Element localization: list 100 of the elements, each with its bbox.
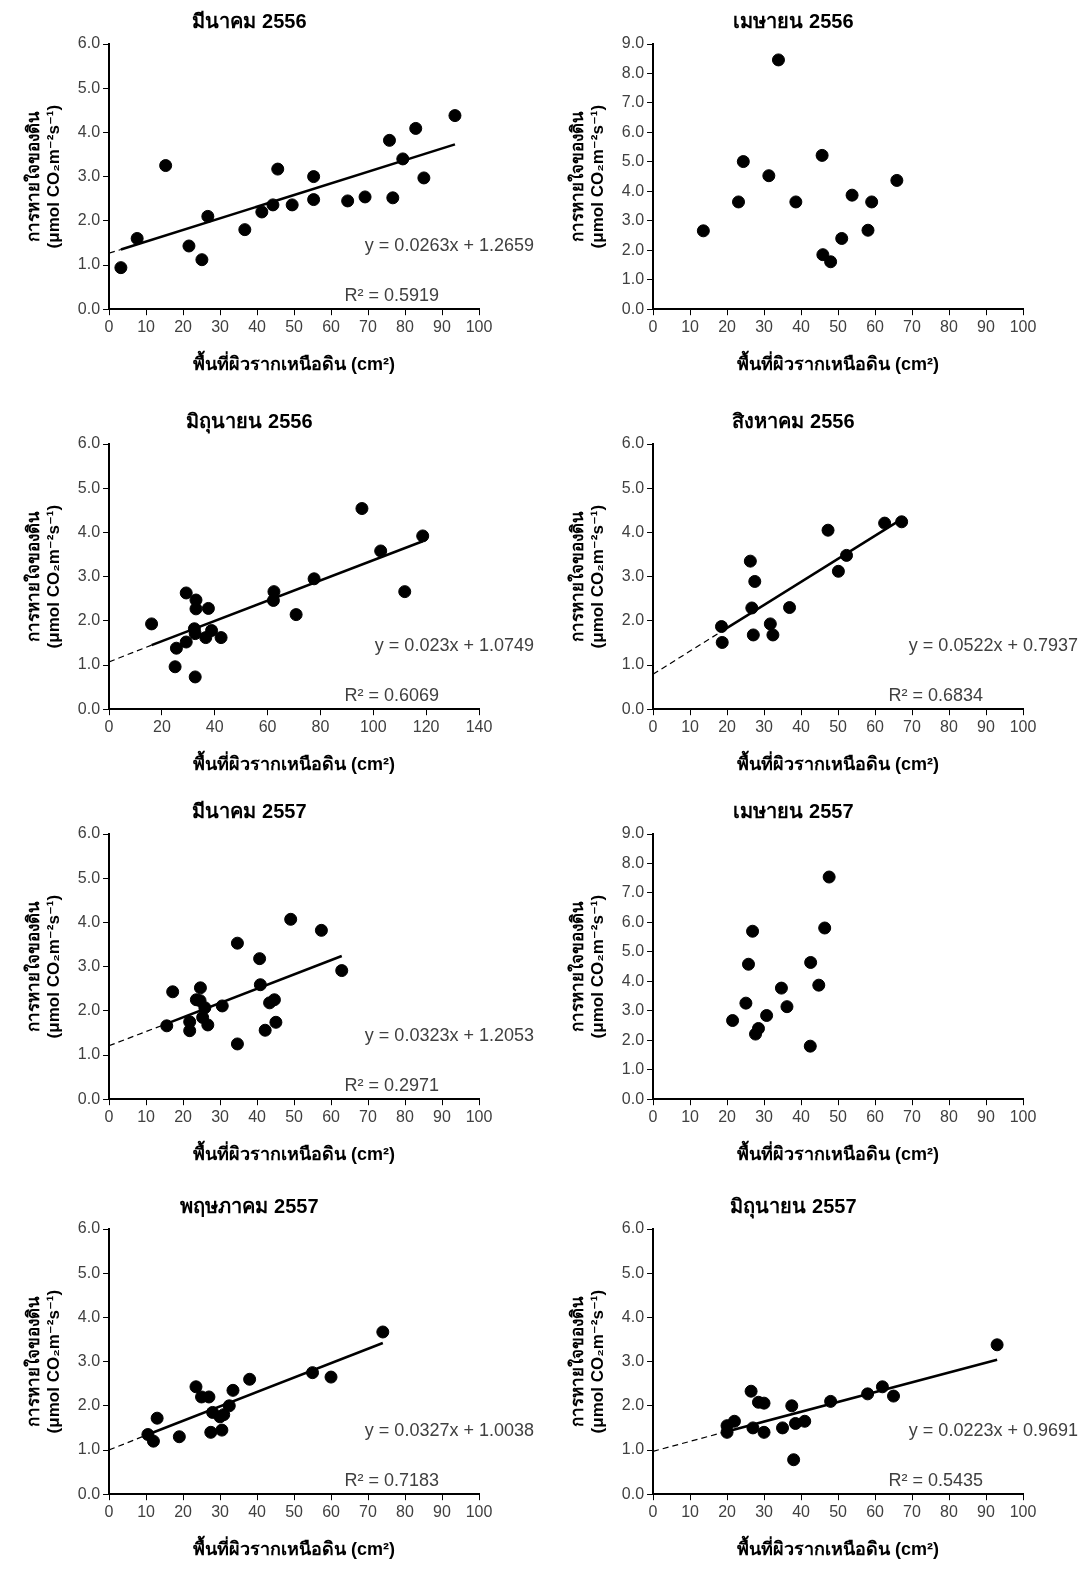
x-tick-label: 50 [285,1108,304,1126]
x-tick-label: 90 [977,318,995,336]
x-tick-label: 30 [755,318,774,336]
chart-title: เมษายน 2557 [733,799,854,822]
x-axis-title: พื้นที่ผิวรากเหนือดิน (cm²) [737,750,940,775]
y-tick-label: 3.0 [77,1352,101,1370]
chart-title: มีนาคม 2557 [192,799,307,822]
y-tick-label: 1.0 [621,1440,645,1458]
y-tick-label: 2.0 [621,611,645,629]
y-tick-label: 6.0 [621,434,645,452]
x-tick-label: 30 [755,1108,774,1126]
annotation: R² = 0.2971 [344,1074,439,1095]
x-tick-label: 60 [258,718,277,736]
x-tick-label: 60 [866,1503,885,1521]
x-tick-label: 60 [866,718,885,736]
x-tick-label: 20 [718,1108,737,1126]
y-tick-label: 3.0 [77,567,101,585]
x-tick-label: 10 [681,718,700,736]
y-tick-label: 4.0 [621,522,645,540]
y-tick-label: 0.0 [621,699,645,717]
y-tick-label: 2.0 [77,211,101,229]
y-tick-label: 3.0 [621,211,645,229]
annotation: R² = 0.6069 [344,684,439,705]
x-tick-label: 20 [718,718,737,736]
y-tick-label: 5.0 [77,868,101,886]
x-tick-label: 80 [311,718,330,736]
y-tick-label: 3.0 [621,567,645,585]
x-tick-label: 40 [792,718,811,736]
annotation: y = 0.0263x + 1.2659 [364,234,534,255]
x-tick-label: 80 [396,1108,415,1126]
x-tick-label: 0 [104,1108,114,1126]
x-tick-label: 10 [137,1503,156,1521]
x-tick-label: 20 [718,318,737,336]
y-axis-title: การหายใจของดิน (μmol CO₂m⁻²s⁻¹) [22,104,64,249]
x-tick-label: 30 [211,1503,230,1521]
x-tick-label: 60 [322,1503,341,1521]
y-tick-label: 5.0 [621,1263,645,1281]
x-tick-label: 30 [211,318,230,336]
y-axis-title: การหายใจของดิน (μmol CO₂m⁻²s⁻¹) [566,1289,608,1434]
x-tick-label: 40 [248,318,267,336]
x-tick-label: 100 [359,718,387,736]
y-axis-title: การหายใจของดิน (μmol CO₂m⁻²s⁻¹) [22,504,64,649]
y-tick-label: 5.0 [621,478,645,496]
x-tick-label: 70 [359,1503,378,1521]
x-tick-label: 50 [829,1503,848,1521]
x-tick-label: 40 [792,1503,811,1521]
y-axis-title: การหายใจของดิน (μmol CO₂m⁻²s⁻¹) [22,894,64,1039]
x-tick-label: 60 [322,1108,341,1126]
y-tick-label: 6.0 [77,434,101,452]
x-tick-label: 40 [248,1503,267,1521]
x-tick-label: 90 [433,318,451,336]
y-tick-label: 0.0 [77,699,101,717]
x-tick-label: 0 [104,718,114,736]
y-tick-label: 6.0 [77,1219,101,1237]
annotation: R² = 0.5919 [344,284,439,305]
x-tick-label: 100 [465,1108,493,1126]
x-tick-label: 0 [104,1503,114,1521]
y-tick-label: 6.0 [621,912,645,930]
x-tick-label: 80 [940,718,959,736]
y-tick-label: 2.0 [621,1030,645,1048]
x-tick-label: 100 [465,318,493,336]
y-tick-label: 3.0 [77,167,101,185]
x-tick-label: 60 [866,318,885,336]
y-axis-title: การหายใจของดิน (μmol CO₂m⁻²s⁻¹) [22,1289,64,1434]
y-tick-label: 2.0 [77,1396,101,1414]
x-axis-title: พื้นที่ผิวรากเหนือดิน (cm²) [193,1535,396,1560]
x-tick-label: 140 [465,718,493,736]
x-tick-label: 0 [104,318,114,336]
x-axis-title: พื้นที่ผิวรากเหนือดิน (cm²) [193,350,396,375]
y-tick-label: 4.0 [77,522,101,540]
y-tick-label: 0.0 [621,1089,645,1107]
x-tick-label: 10 [681,318,700,336]
y-tick-label: 5.0 [77,1263,101,1281]
y-tick-label: 0.0 [621,299,645,317]
chart-title: เมษายน 2556 [733,9,854,32]
x-tick-label: 40 [792,1108,811,1126]
x-tick-label: 90 [977,1108,995,1126]
y-tick-label: 4.0 [621,971,645,989]
x-tick-label: 120 [412,718,440,736]
x-tick-label: 0 [648,318,658,336]
x-axis-title: พื้นที่ผิวรากเหนือดิน (cm²) [737,1535,940,1560]
chart-title: มิถุนายน 2557 [730,1194,857,1219]
x-tick-label: 80 [940,318,959,336]
x-tick-label: 70 [903,718,922,736]
x-tick-label: 20 [718,1503,737,1521]
x-tick-label: 90 [977,718,995,736]
y-tick-label: 7.0 [621,883,645,901]
x-tick-label: 90 [433,1108,451,1126]
x-tick-label: 80 [396,1503,415,1521]
x-tick-label: 10 [137,1108,156,1126]
x-tick-label: 90 [433,1503,451,1521]
x-tick-label: 10 [681,1503,700,1521]
y-tick-label: 6.0 [621,122,645,140]
x-tick-label: 90 [977,1503,995,1521]
x-tick-label: 30 [755,1503,774,1521]
annotation: y = 0.0323x + 1.2053 [364,1024,534,1045]
y-tick-label: 1.0 [77,1045,101,1063]
x-tick-label: 20 [152,718,171,736]
x-tick-label: 20 [174,318,193,336]
x-tick-label: 100 [1009,318,1037,336]
